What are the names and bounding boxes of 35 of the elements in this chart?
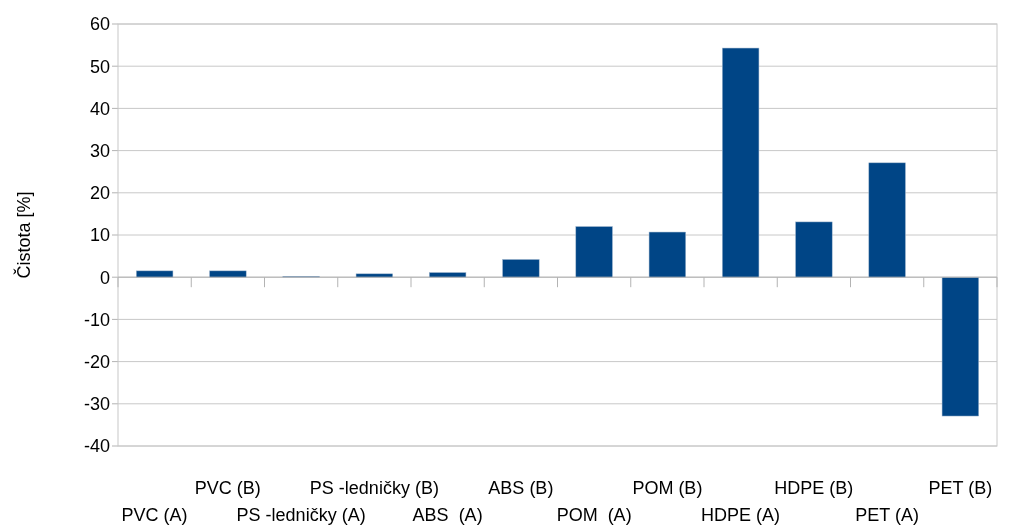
x-tick-label: ABS (A) <box>412 505 483 525</box>
bar <box>868 162 906 278</box>
y-tick-label: 60 <box>89 14 110 35</box>
y-tick-label: 10 <box>89 225 110 246</box>
bar <box>795 221 833 278</box>
bar <box>355 273 393 278</box>
x-tick-label: PVC (A) <box>121 505 188 525</box>
x-tick-label: POM (B) <box>632 478 703 498</box>
bar <box>575 226 613 278</box>
bar <box>502 259 540 278</box>
bar <box>136 270 174 278</box>
y-tick-label: 50 <box>89 56 110 77</box>
y-tick-label: 30 <box>89 140 110 161</box>
x-tick-label: PVC (B) <box>194 478 261 498</box>
x-tick-label: ABS (B) <box>488 478 554 498</box>
x-tick-label: POM (A) <box>556 505 632 525</box>
x-tick-label: PS -ledničky (A) <box>236 505 366 525</box>
y-tick-label: 0 <box>99 267 110 288</box>
bar <box>722 47 760 278</box>
x-tick-label: PET (A) <box>855 505 919 525</box>
y-tick-label: 40 <box>89 98 110 119</box>
y-tick-label: -30 <box>83 394 110 415</box>
bar <box>209 270 247 278</box>
y-tick-label: -20 <box>83 351 110 372</box>
x-tick-label: HDPE (A) <box>701 505 781 525</box>
x-tick-label: PS -ledničky (B) <box>309 478 439 498</box>
bar <box>648 231 686 278</box>
bar <box>429 272 467 278</box>
x-tick-label: HDPE (B) <box>774 478 854 498</box>
y-tick-label: -40 <box>83 436 110 457</box>
y-tick-label: 20 <box>89 183 110 204</box>
x-tick-label: PET (B) <box>928 478 993 498</box>
y-tick-label: -10 <box>83 309 110 330</box>
y-axis-title: Čistota [%] <box>13 191 34 279</box>
bar <box>941 276 979 417</box>
